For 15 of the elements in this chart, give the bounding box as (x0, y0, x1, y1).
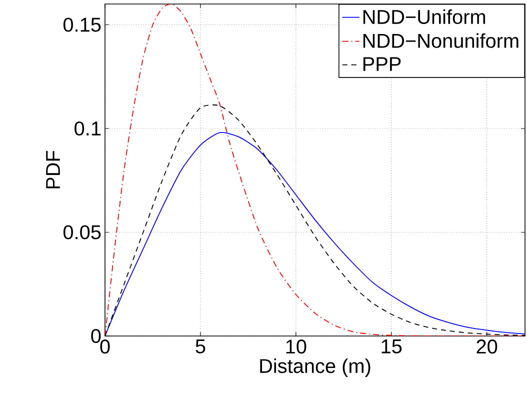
legend-label: NDD−Uniform (363, 9, 486, 24)
x-axis-title: Distance (m) (260, 358, 370, 378)
legend-label: PPP (363, 57, 401, 71)
legend-label: NDD−Nonuniform (363, 33, 518, 48)
x-tick-label: 5 (196, 340, 206, 354)
y-tick-label: 0.15 (63, 18, 101, 32)
x-tick-label: 10 (286, 340, 306, 354)
line-series (105, 4, 526, 336)
x-tick-label: 15 (382, 340, 402, 354)
y-tick-label: 0 (91, 328, 101, 344)
x-tick-label: 20 (476, 340, 498, 354)
y-axis-title: PDF (46, 150, 60, 188)
y-tick-label: 0.05 (63, 225, 101, 240)
y-tick-label: 0.1 (74, 121, 101, 136)
x-tick-label: 0 (100, 340, 110, 354)
